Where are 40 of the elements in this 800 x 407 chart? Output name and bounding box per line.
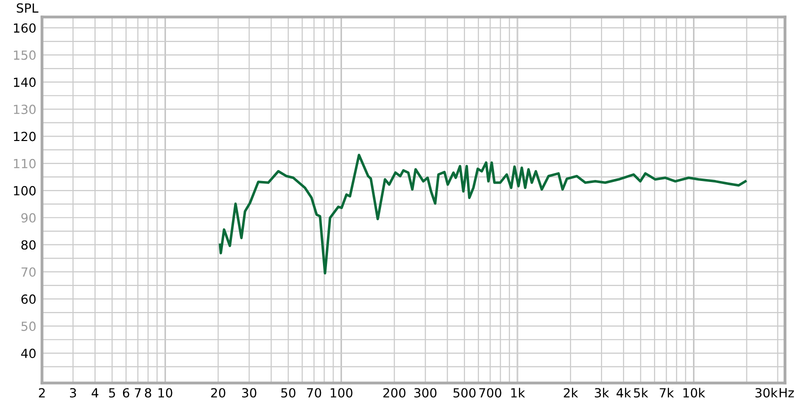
x-tick-label: 2: [38, 388, 45, 398]
y-tick-label: 150: [14, 50, 36, 60]
x-tick-label: 5k: [634, 388, 648, 398]
x-tick-label: 5: [109, 388, 115, 398]
x-tick-label: 10k: [683, 388, 706, 398]
y-tick-label: 60: [21, 294, 36, 304]
y-tick-label: 90: [21, 213, 36, 223]
x-tick-label: 8: [144, 388, 152, 398]
x-tick-label: 6: [122, 388, 130, 398]
x-tick-label: 4: [92, 388, 98, 398]
y-tick-label: 140: [14, 78, 36, 87]
x-tick-label: 1k: [511, 388, 526, 398]
x-tick-label: 200: [383, 388, 406, 398]
x-tick-label: 500: [453, 388, 476, 398]
x-tick-label: 7k: [660, 388, 674, 398]
x-tick-label: 300: [414, 388, 436, 398]
x-tick-label: 2k: [564, 388, 578, 398]
x-tick-label: 70: [307, 388, 322, 398]
y-tick-label: 130: [14, 104, 36, 114]
y-tick-label: 160: [14, 23, 36, 33]
x-tick-label: 4k: [616, 388, 632, 398]
y-tick-label: 110: [14, 158, 36, 168]
x-tick-label: 3k: [594, 388, 610, 398]
y-tick-label: 50: [22, 322, 36, 331]
x-tick-label: 3: [70, 388, 76, 398]
y-tick-label: 40: [21, 348, 36, 358]
x-tick-label: 30k: [756, 388, 778, 398]
x-axis-title: Hz: [780, 388, 794, 398]
x-tick-label: 10: [158, 388, 172, 398]
x-tick-label: 30: [242, 388, 256, 398]
x-tick-label: 100: [330, 388, 352, 398]
y-tick-label: 120: [14, 132, 36, 142]
x-tick-label: 700: [479, 388, 502, 398]
y-axis-title: SPL: [16, 3, 38, 13]
x-tick-label: 20: [211, 388, 226, 398]
y-tick-label: 80: [21, 240, 36, 250]
y-tick-label: 100: [14, 186, 36, 196]
y-tick-label: 70: [22, 267, 36, 277]
x-tick-label: 7: [134, 388, 141, 398]
x-tick-label: 50: [281, 388, 296, 398]
